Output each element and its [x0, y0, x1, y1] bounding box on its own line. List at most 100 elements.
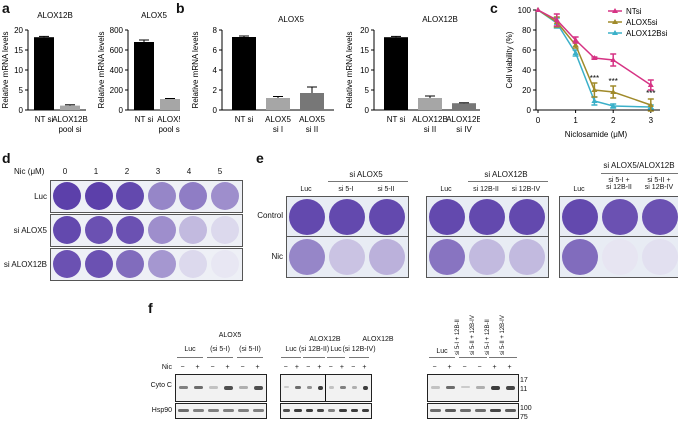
well: [116, 182, 144, 210]
x-category-label: si IV: [456, 125, 472, 134]
well: [84, 216, 113, 244]
y-axis-label: Relative mRNA levels: [1, 32, 10, 109]
panel-label-b: b: [176, 0, 185, 16]
group-label: Luc: [184, 346, 196, 353]
nic-sign: −: [351, 364, 356, 371]
panel-label-e: e: [256, 150, 264, 166]
mw-marker: 75: [520, 414, 528, 421]
significance-marker: ***: [590, 74, 599, 83]
group-label: si ALOX5: [349, 170, 383, 179]
plate: [50, 248, 243, 281]
well: [147, 182, 176, 210]
well: [147, 250, 176, 278]
well: [84, 250, 113, 278]
bar: [34, 37, 54, 111]
dose-label: 2: [124, 167, 130, 176]
well: [116, 250, 144, 278]
nic-sign: +: [294, 364, 299, 371]
group-label-rotated: si 5-I + 12B-II: [485, 319, 491, 355]
x-category-label: si II: [424, 125, 436, 134]
y-axis-label: Relative mRNA levels: [345, 32, 354, 109]
data-point: [591, 55, 598, 60]
dose-label: 4: [186, 167, 192, 176]
x-category-label: NT si: [387, 115, 406, 124]
group-label-rotated: si 5-I + 12B-II: [455, 319, 461, 355]
x-tick-label: 0: [536, 116, 541, 125]
blot-combo-cytoc: [427, 374, 519, 402]
x-category-label: ALOX5: [265, 115, 291, 124]
y-tick-label: 6: [213, 46, 218, 55]
data-point: [610, 103, 617, 108]
well: [602, 239, 638, 275]
data-point: [572, 42, 579, 47]
well: [369, 199, 405, 235]
column-label: Luc: [573, 186, 585, 193]
group-label: Luc: [285, 346, 297, 353]
panel-label-f: f: [148, 300, 153, 316]
x-category-label: ALOX12B: [412, 115, 448, 124]
group-label: (si 5-I): [210, 346, 230, 353]
dose-label: 5: [217, 167, 223, 176]
plate-row-label: Luc: [34, 192, 47, 201]
well: [329, 239, 365, 275]
line-chart-viability: 0 20 40 60 80 100 0 1 2 3 Niclosamide (μM) Cell via…: [505, 6, 668, 139]
bar: [60, 105, 80, 110]
x-category-label: pool si: [58, 125, 81, 134]
legend-entry: ALOX5si: [626, 18, 658, 27]
well: [602, 199, 638, 235]
y-tick-label: 8: [213, 26, 218, 35]
data-point: [591, 87, 598, 92]
column-label: si 12B-IV: [511, 186, 541, 193]
well: [369, 239, 405, 275]
blot-alox5-cytoc: [175, 374, 267, 402]
x-category-label: si II: [306, 125, 318, 134]
bar-chart-alox5-a: ALOX5 0 200 400 600 800 Relative mRNA levels NT…: [97, 11, 180, 134]
x-axis-label: Niclosamide (μM): [565, 130, 628, 139]
x-category-label: ALOX5: [157, 115, 180, 124]
y-tick-label: 10: [14, 66, 23, 75]
data-point: [535, 7, 541, 12]
y-tick-label: 800: [110, 26, 124, 35]
chart-title: ALOX5: [141, 11, 167, 20]
blot-alox5-hsp90: [175, 403, 267, 419]
group-label: si ALOX5/ALOX12B: [603, 161, 675, 170]
y-tick-label: 0: [213, 106, 218, 115]
dose-label: 3: [155, 167, 161, 176]
blot-title: ALOX5: [218, 332, 242, 339]
well: [210, 250, 239, 278]
x-category-label: pool si: [158, 125, 180, 134]
bar: [160, 99, 180, 110]
mw-marker: 17: [520, 377, 528, 384]
well: [509, 199, 545, 235]
nic-dose-header: Nic (μM): [14, 167, 45, 176]
mw-marker: 11: [520, 386, 528, 393]
group-label: si ALOX12B: [484, 170, 528, 179]
y-tick-label: 100: [518, 6, 532, 15]
nic-sign: −: [477, 364, 482, 371]
well: [429, 239, 465, 275]
y-tick-label: 4: [213, 66, 218, 75]
nic-sign: +: [255, 364, 260, 371]
x-tick-label: 3: [649, 116, 654, 125]
plate: [50, 214, 243, 247]
bar: [232, 37, 256, 110]
group-label-rotated: si 5-II + 12B-IV: [470, 315, 476, 355]
group-label: (si 5-II): [239, 346, 261, 353]
nic-sign: −: [180, 364, 185, 371]
bar-chart-alox5-b: ALOX5 0 2 4 6 8 Relative mRNA levels NT si ALOX5…: [191, 15, 334, 134]
bar: [452, 103, 476, 110]
blot-combo-hsp90: [427, 403, 519, 419]
group-label: Luc: [436, 348, 448, 355]
six-well-plate: [559, 196, 678, 278]
nic-sign: +: [339, 364, 344, 371]
well: [429, 199, 465, 235]
nic-sign: −: [432, 364, 437, 371]
bar-chart-alox12b-a: ALOX12B 0 5 10 15 20 Relative mRNA levels NT si…: [1, 11, 88, 134]
bar: [384, 37, 408, 111]
nic-sign: −: [240, 364, 245, 371]
x-category-label: ALOX12B: [52, 115, 88, 124]
x-category-label: NT si: [35, 115, 54, 124]
y-tick-label: 0: [119, 106, 124, 115]
bar: [418, 98, 442, 110]
data-point: [647, 102, 654, 107]
